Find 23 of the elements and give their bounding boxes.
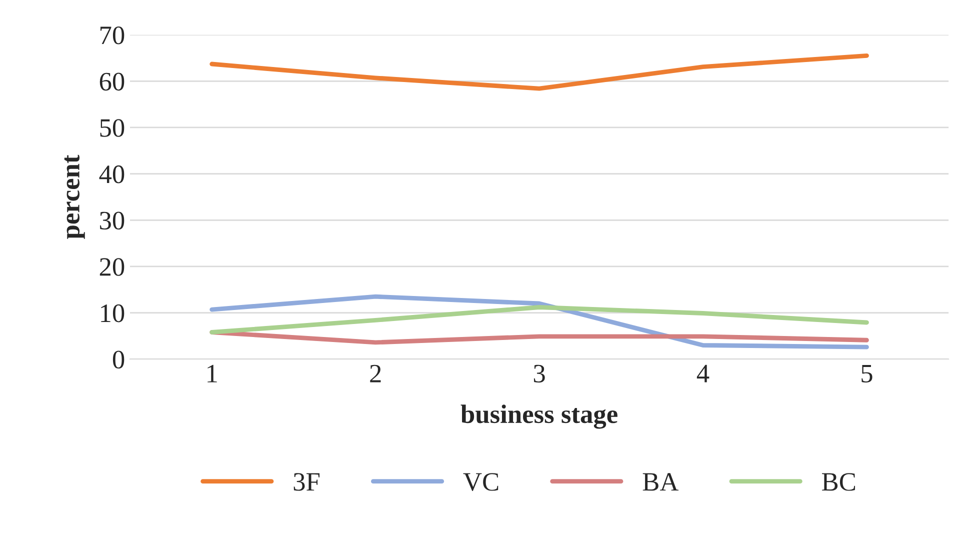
line-series [210,330,869,345]
y-tick-label: 70 [100,26,124,44]
x-tick-label: 2 [370,364,381,382]
y-tick-label: 0 [112,350,124,369]
y-tick-label: 10 [101,304,124,322]
line-series [210,53,869,91]
x-tick-label: 5 [862,365,872,383]
legend-label: 3F [294,473,320,491]
y-tick-label: 40 [99,165,124,184]
x-tick-label: 4 [696,364,710,382]
legend-label: VC [463,473,498,491]
x-axis-title: business stage [460,404,618,429]
legend-label: BC [822,473,855,491]
y-tick-label: 30 [100,212,124,230]
y-tick-label: 20 [100,258,124,276]
y-tick-label: 60 [100,72,124,91]
x-tick-label: 1 [208,364,217,382]
line-series [210,305,869,334]
line-series [210,294,869,350]
legend-label: BA [642,473,679,491]
x-tick-label: 3 [534,364,545,383]
y-axis-title: percent [64,154,85,239]
y-tick-label: 50 [100,119,124,137]
